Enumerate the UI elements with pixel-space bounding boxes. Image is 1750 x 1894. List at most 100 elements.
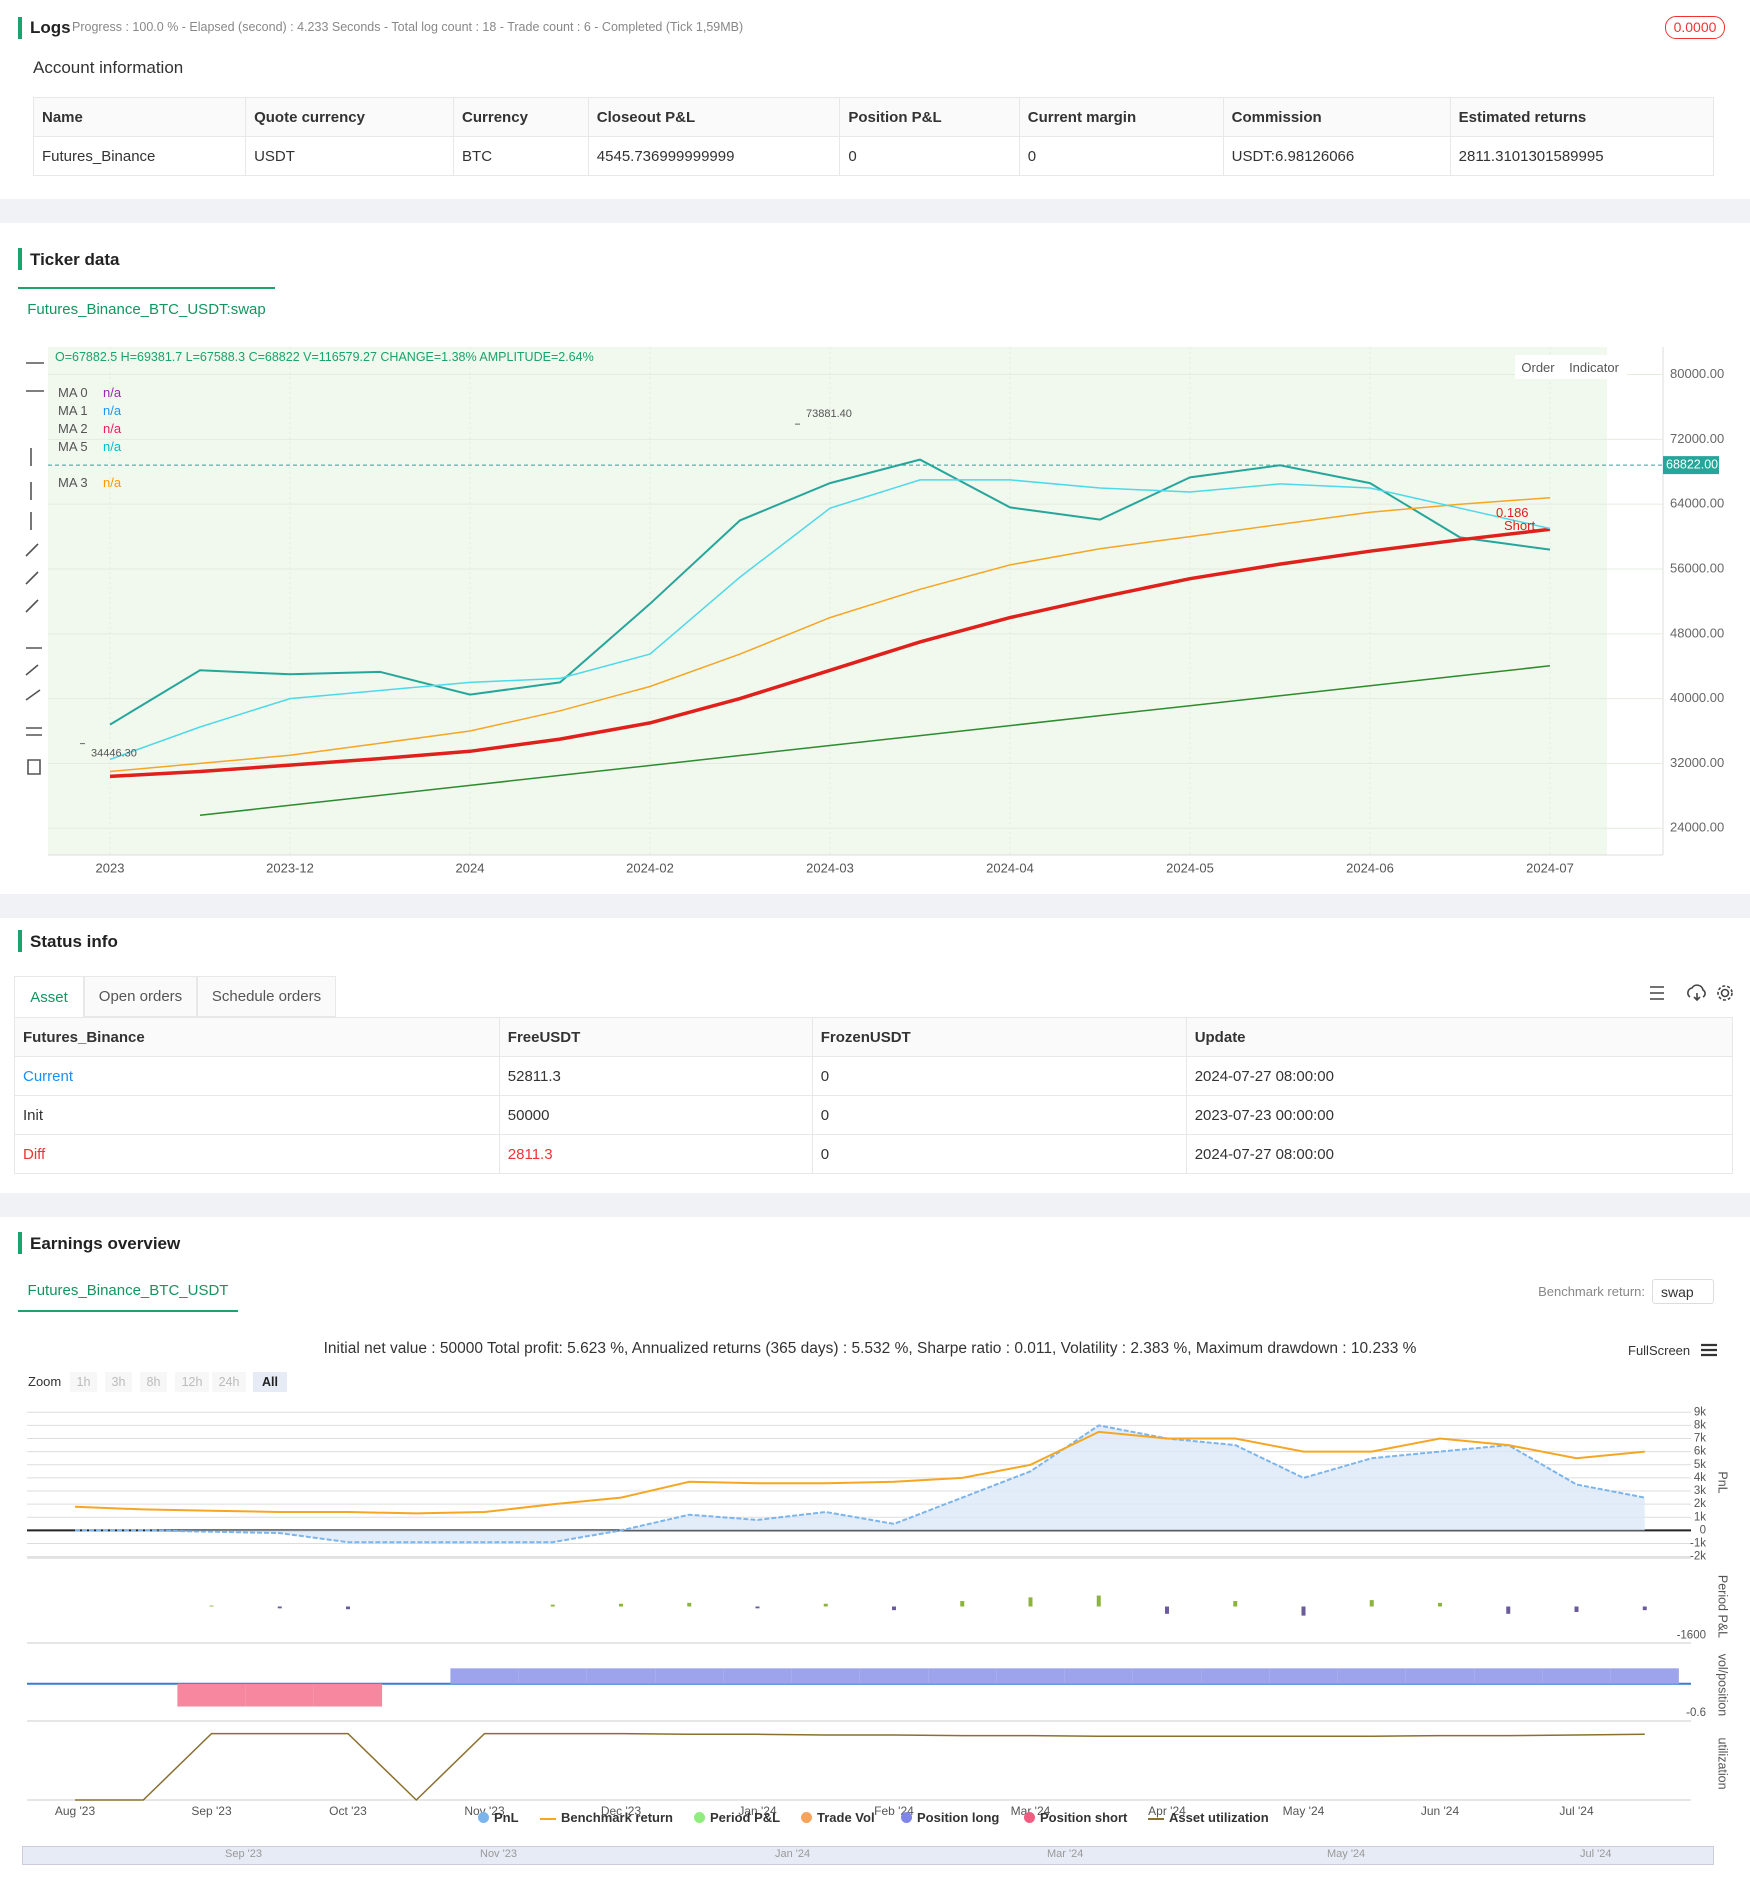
header-row: Name Quote currency Currency Closeout P&L Po… xyxy=(32,97,1715,137)
bar xyxy=(1028,1597,1033,1607)
header-cell: Name xyxy=(32,97,247,137)
header-cell: Current margin xyxy=(1018,97,1224,137)
zoom-button[interactable]: 1h xyxy=(70,1372,97,1392)
zoom-label: Zoom xyxy=(28,1374,62,1389)
series-line xyxy=(199,665,1551,817)
bar xyxy=(209,1605,214,1607)
menu-icon[interactable] xyxy=(1700,1342,1718,1358)
price-tag xyxy=(1663,456,1719,475)
zoom-button[interactable]: 24h xyxy=(212,1372,246,1392)
navigator[interactable] xyxy=(22,1846,1714,1865)
bar xyxy=(1064,1668,1133,1684)
bar xyxy=(996,1668,1065,1684)
y-tick-label: 32000.00 xyxy=(1670,755,1724,770)
y-tick-label: 2k xyxy=(1694,1498,1706,1510)
legend-swatch xyxy=(694,1812,705,1823)
bar xyxy=(1642,1606,1647,1611)
bar xyxy=(1574,1606,1579,1612)
header-cell: FrozenUSDT xyxy=(811,1017,1187,1057)
bar xyxy=(245,1683,314,1707)
bar xyxy=(586,1668,656,1684)
navigator-label: Jul '24 xyxy=(1580,1848,1612,1860)
x-tick-label: Mar '24 xyxy=(1011,1804,1051,1818)
x-tick-label: Apr '24 xyxy=(1148,1804,1186,1818)
y-tick-label: 40000.00 xyxy=(1670,690,1724,705)
cell: 0 xyxy=(811,1056,1187,1096)
zoom-button[interactable]: 12h xyxy=(175,1372,209,1392)
bar xyxy=(277,1606,282,1609)
x-tick-label: 2024-05 xyxy=(1166,860,1214,875)
zoom-button[interactable]: 3h xyxy=(105,1372,132,1392)
benchmark-label: Benchmark return: xyxy=(1538,1284,1645,1299)
header-row: Futures_Binance FreeUSDT FrozenUSDT Update xyxy=(14,1017,1734,1057)
table-body: Futures_Binance USDT BTC 4545.736999999999 0… xyxy=(32,136,1715,176)
legend-swatch xyxy=(801,1812,812,1823)
series-line xyxy=(109,479,1551,761)
legend-name: MA 0 xyxy=(58,385,88,400)
tab[interactable]: Futures_Binance_BTC_USDT:swap xyxy=(18,287,275,329)
y-tick-label: 5k xyxy=(1694,1459,1706,1471)
legend-item[interactable]: PnL xyxy=(494,1810,519,1825)
bar xyxy=(1132,1668,1202,1684)
cell: BTC xyxy=(453,136,589,176)
x-tick-label: May '24 xyxy=(1283,1804,1325,1818)
legend-swatch xyxy=(478,1812,489,1823)
bar xyxy=(1301,1606,1306,1616)
y-tick-label: 48000.00 xyxy=(1670,625,1724,640)
cell: 52811.3 xyxy=(498,1056,813,1096)
header-cell: Commission xyxy=(1222,97,1451,137)
bar xyxy=(1542,1668,1611,1684)
y-tick-label: 3k xyxy=(1694,1485,1706,1497)
bar xyxy=(723,1668,792,1684)
bar xyxy=(1369,1600,1374,1607)
bar xyxy=(1269,1668,1338,1684)
series-line xyxy=(109,496,1551,773)
series-line xyxy=(75,1424,1645,1544)
legend-item[interactable]: Asset utilization xyxy=(1169,1810,1269,1825)
legend-swatch xyxy=(1024,1812,1035,1823)
header-cell: Quote currency xyxy=(245,97,455,137)
bar xyxy=(960,1601,965,1607)
legend-item[interactable]: Trade Vol xyxy=(817,1810,875,1825)
x-tick-label: 2024-04 xyxy=(986,860,1034,875)
fullscreen[interactable]: FullScreen xyxy=(1628,1343,1691,1358)
badge[interactable]: 0.0000 xyxy=(1665,16,1725,39)
zoom-button[interactable]: 8h xyxy=(140,1372,167,1392)
header-cell: Currency xyxy=(453,97,589,137)
button[interactable]: Order xyxy=(1515,355,1561,379)
row: Init 50000 0 2023-07-23 00:00:00 xyxy=(14,1095,1734,1135)
x-tick-label: 2023 xyxy=(96,860,125,875)
annotation: 73881.40 xyxy=(806,408,852,420)
y-tick-label: 4k xyxy=(1694,1472,1706,1484)
row: Futures_Binance USDT BTC 4545.736999999999 0… xyxy=(32,136,1715,176)
button[interactable]: Indicator xyxy=(1561,355,1627,379)
tab[interactable]: Futures_Binance_BTC_USDT xyxy=(18,1271,238,1312)
bar xyxy=(1405,1668,1475,1684)
section-title: Earnings overview xyxy=(30,1234,181,1253)
x-tick-label: Dec '23 xyxy=(601,1804,642,1818)
y-tick-label: 6k xyxy=(1694,1446,1706,1458)
x-tick-label: 2024-02 xyxy=(626,860,674,875)
tab[interactable]: Schedule orders xyxy=(197,976,336,1017)
benchmark-select[interactable]: swap xyxy=(1652,1279,1714,1304)
toolbar[interactable] xyxy=(1640,982,1740,1004)
legend-item[interactable]: Position long xyxy=(917,1810,1000,1825)
bar xyxy=(619,1603,623,1607)
y-tick-label: 56000.00 xyxy=(1670,560,1724,575)
legend-item[interactable]: Period P&L xyxy=(710,1810,781,1825)
legend-item[interactable]: Benchmark return xyxy=(561,1810,673,1825)
legend-item[interactable]: Position short xyxy=(1040,1810,1128,1825)
tab[interactable]: Open orders xyxy=(84,976,197,1017)
y-tick-label: 1k xyxy=(1694,1511,1706,1523)
bar xyxy=(518,1668,587,1684)
header-cell: FreeUSDT xyxy=(498,1017,813,1057)
bar xyxy=(791,1668,860,1684)
bar xyxy=(1096,1595,1101,1607)
bar xyxy=(859,1668,929,1684)
bar xyxy=(1438,1602,1442,1607)
x-tick-label: 2023-12 xyxy=(266,860,314,875)
y-axis-label: Period P&L xyxy=(1716,1575,1730,1638)
zoom-button[interactable]: All xyxy=(253,1372,287,1392)
tab[interactable]: Asset xyxy=(14,976,84,1017)
y-tick-label: 7k xyxy=(1694,1433,1706,1445)
